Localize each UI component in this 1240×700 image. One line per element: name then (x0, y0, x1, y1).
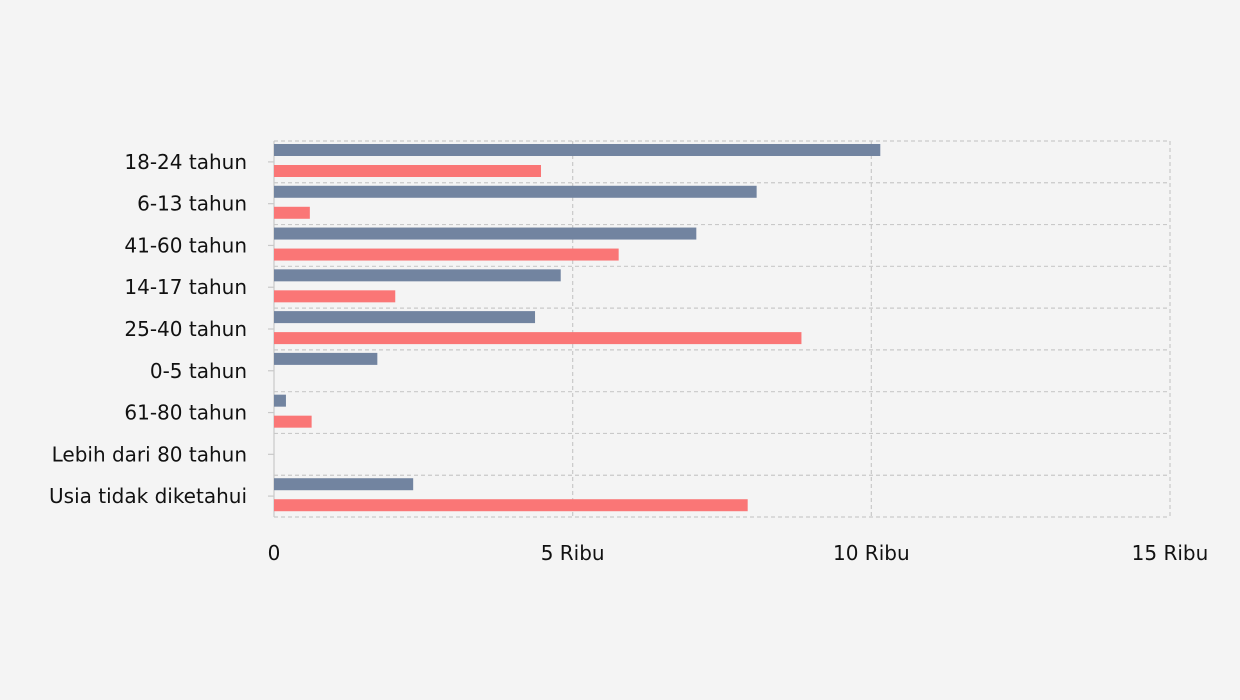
bar-series-a[interactable] (274, 269, 561, 282)
x-tick-label: 10 Ribu (833, 541, 910, 565)
y-tick-label: Lebih dari 80 tahun (52, 442, 247, 466)
y-tick-label: 25-40 tahun (124, 317, 247, 341)
bars (274, 144, 881, 512)
y-tick-label: 18-24 tahun (124, 150, 247, 174)
y-tick-label: 14-17 tahun (124, 275, 247, 299)
x-tick-label: 15 Ribu (1132, 541, 1209, 565)
bar-series-a[interactable] (274, 394, 286, 407)
grid-lines (273, 140, 1171, 518)
bar-series-a[interactable] (274, 311, 536, 324)
x-axis-labels: 0 5 Ribu 10 Ribu 15 Ribu (268, 541, 1209, 565)
x-tick-label: 0 (268, 541, 281, 565)
y-axis-labels: 18-24 tahun 6-13 tahun 41-60 tahun 14-17 ta… (49, 150, 274, 508)
bar-series-b[interactable] (274, 290, 396, 303)
bar-series-b[interactable] (274, 499, 748, 512)
bar-series-b[interactable] (274, 415, 312, 428)
y-tick-label: Usia tidak diketahui (49, 484, 247, 508)
bar-series-b[interactable] (274, 206, 310, 219)
bar-series-a[interactable] (274, 478, 414, 491)
bar-series-a[interactable] (274, 144, 881, 156)
bar-series-b[interactable] (274, 165, 542, 177)
y-tick-label: 6-13 tahun (137, 192, 247, 216)
y-tick-label: 0-5 tahun (150, 359, 247, 383)
y-tick-label: 41-60 tahun (124, 233, 247, 257)
bar-series-b[interactable] (274, 332, 802, 345)
bar-series-a[interactable] (274, 227, 697, 240)
bar-series-a[interactable] (274, 352, 378, 365)
x-tick-label: 5 Ribu (541, 541, 605, 565)
bar-series-b[interactable] (274, 248, 619, 261)
y-tick-label: 61-80 tahun (124, 401, 247, 425)
bar-series-a[interactable] (274, 185, 757, 198)
